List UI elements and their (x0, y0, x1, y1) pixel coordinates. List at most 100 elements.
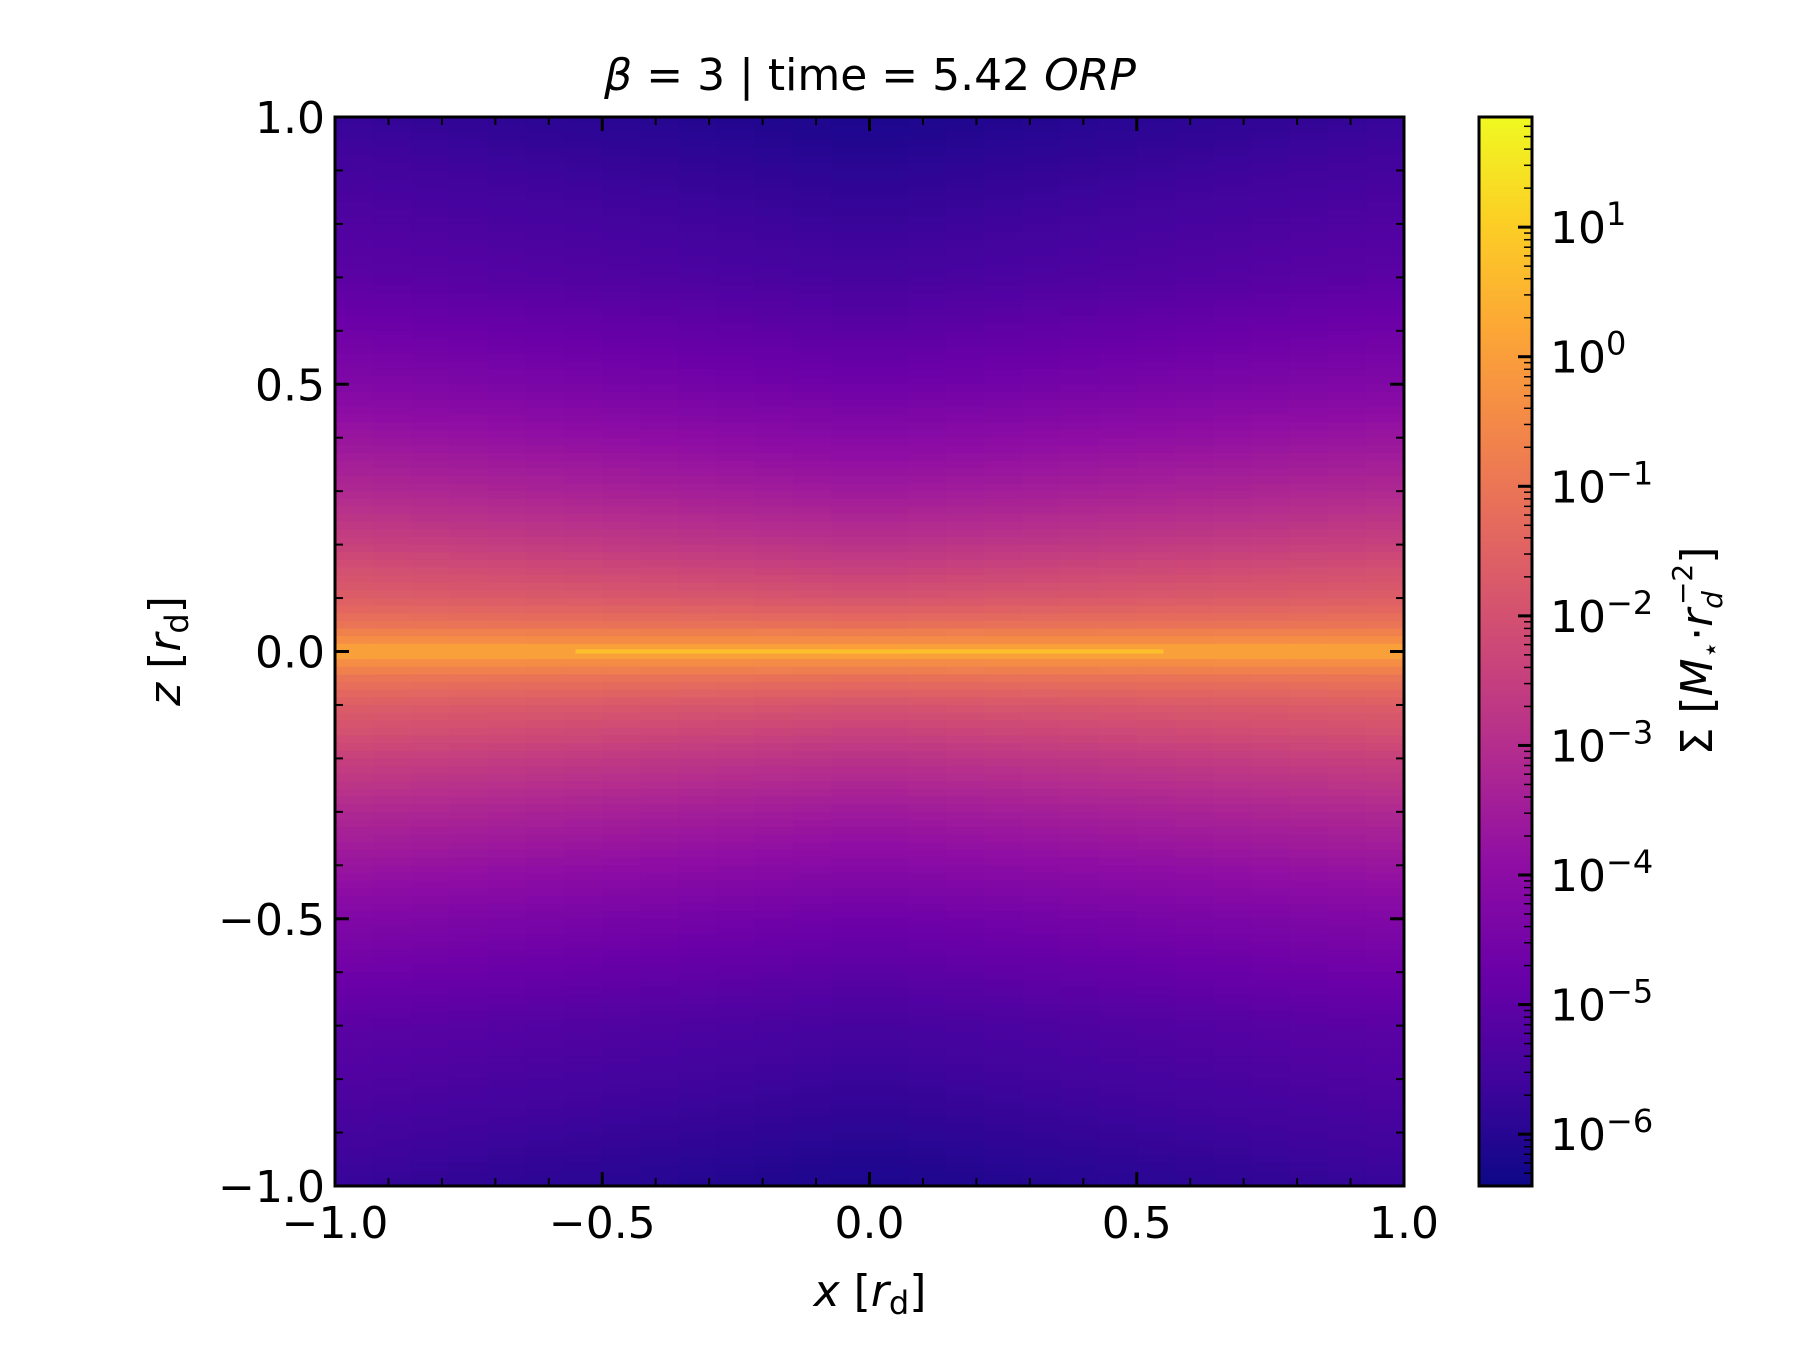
heatmap-cell (869, 819, 909, 828)
heatmap-cell (1289, 506, 1329, 515)
heatmap-cell (1327, 918, 1367, 927)
heatmap-cell (1251, 620, 1291, 630)
heatmap-cell (1289, 200, 1329, 210)
heatmap-cell (602, 575, 642, 584)
heatmap-cell (1365, 1086, 1404, 1095)
heatmap-cell (1365, 834, 1404, 843)
heatmap-cell (564, 735, 603, 744)
heatmap-cell (1251, 697, 1291, 706)
heatmap-cell (1060, 559, 1100, 569)
heatmap-cell (640, 796, 680, 805)
heatmap-cell (487, 888, 527, 897)
heatmap-cell (678, 773, 718, 782)
heatmap-cell (716, 552, 756, 561)
heatmap-cell (907, 1040, 947, 1050)
y-axis-label: z [rd] (140, 596, 196, 707)
heatmap-cell (716, 598, 756, 607)
heatmap-cell (1174, 552, 1214, 561)
heatmap-cell (1022, 407, 1061, 416)
heatmap-cell (1022, 697, 1061, 706)
heatmap-cell (831, 430, 871, 439)
heatmap-cell (1136, 384, 1176, 393)
heatmap-cell (1098, 1086, 1138, 1095)
heatmap-cell (984, 468, 1023, 477)
y-axis-open: [ (140, 652, 191, 669)
heatmap-cell (602, 995, 642, 1004)
heatmap-cell (678, 582, 718, 592)
heatmap-cell (564, 590, 603, 599)
heatmap-cell (564, 529, 603, 538)
heatmap-cell (831, 246, 871, 256)
heatmap-cell (831, 491, 871, 500)
heatmap-cell (449, 117, 489, 126)
heatmap-cell (1213, 1102, 1252, 1111)
heatmap-cell (487, 567, 527, 576)
heatmap-cell (907, 850, 947, 859)
heatmap-cell (869, 437, 909, 446)
heatmap-cell (411, 1010, 451, 1019)
heatmap-cell (1136, 170, 1176, 179)
heatmap-cell (373, 995, 412, 1004)
heatmap-cell (1060, 842, 1100, 851)
heatmap-cell (1327, 1147, 1367, 1157)
heatmap-cell (831, 384, 871, 393)
heatmap-cell (1022, 979, 1061, 989)
heatmap-cell (525, 124, 565, 133)
heatmap-cell (411, 193, 451, 202)
heatmap-cell (1251, 979, 1291, 989)
heatmap-cell (602, 1094, 642, 1103)
heatmap-cell (945, 972, 985, 981)
heatmap-cell (1098, 506, 1138, 515)
heatmap-cell (907, 788, 947, 798)
heatmap-cell (716, 712, 756, 721)
heatmap-cell (945, 827, 985, 836)
heatmap-cell (984, 223, 1023, 233)
heatmap-cell (793, 720, 832, 729)
heatmap-cell (411, 819, 451, 828)
heatmap-cell (449, 888, 489, 897)
heatmap-cell (1098, 987, 1138, 996)
heatmap-cell (1174, 1163, 1214, 1172)
heatmap-cell (984, 1048, 1023, 1057)
heatmap-cell (678, 1094, 718, 1103)
heatmap-cell (1327, 1040, 1367, 1050)
heatmap-cell (1251, 788, 1291, 798)
heatmap-cell (1098, 445, 1138, 454)
heatmap-cell (640, 262, 680, 271)
heatmap-cell (869, 956, 909, 966)
heatmap-cell (831, 1010, 871, 1019)
heatmap-cell (984, 491, 1023, 500)
heatmap-cell (1289, 1109, 1329, 1118)
heatmap-cell (640, 605, 680, 614)
heatmap-cell (564, 788, 603, 798)
heatmap-cell (945, 330, 985, 340)
heatmap-cell (716, 743, 756, 752)
heatmap-cell (449, 178, 489, 187)
heatmap-cell (793, 254, 832, 263)
heatmap-cell (335, 712, 374, 721)
heatmap-cell (335, 567, 374, 576)
heatmap-cell (678, 911, 718, 920)
heatmap-cell (1365, 284, 1404, 294)
heatmap-cell (449, 605, 489, 614)
heatmap-cell (907, 323, 947, 332)
heatmap-cell (564, 307, 603, 317)
heatmap-cell (1136, 506, 1176, 515)
heatmap-cell (525, 689, 565, 698)
heatmap-cell (564, 300, 603, 309)
heatmap-cell (640, 903, 680, 912)
heatmap-cell (335, 361, 374, 370)
heatmap-cell (564, 1002, 603, 1011)
heatmap-cell (1365, 200, 1404, 210)
heatmap-cell (793, 468, 832, 477)
heatmap-cell (945, 682, 985, 691)
heatmap-cell (754, 292, 794, 301)
heatmap-cell (984, 605, 1023, 614)
heatmap-cell (945, 338, 985, 347)
heatmap-cell (1289, 613, 1329, 622)
heatmap-cell (335, 666, 374, 676)
heatmap-cell (869, 628, 909, 637)
heatmap-cell (984, 399, 1023, 408)
heatmap-cell (984, 857, 1023, 866)
heatmap-cell (1022, 819, 1061, 828)
